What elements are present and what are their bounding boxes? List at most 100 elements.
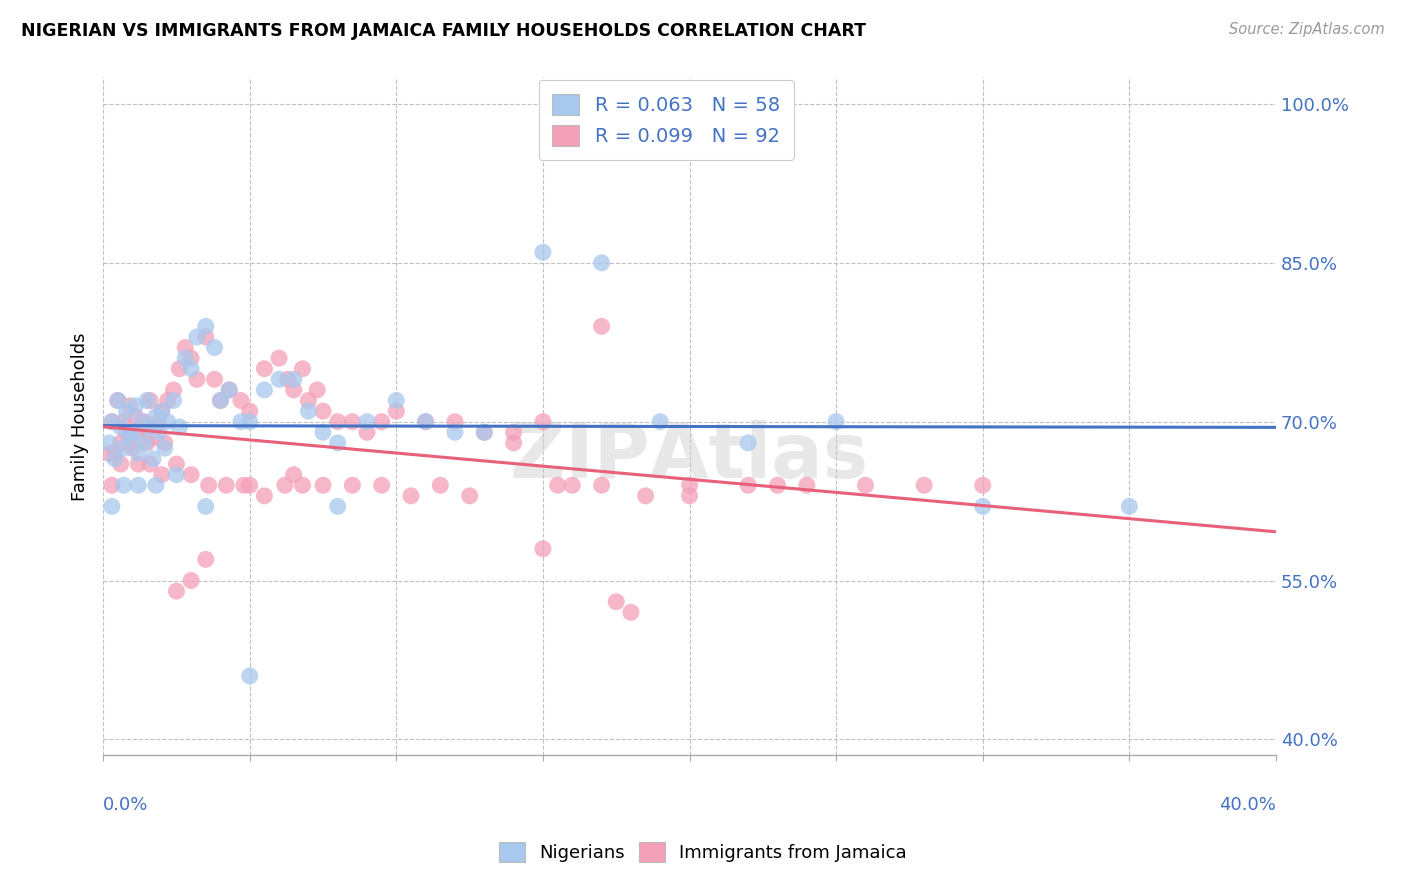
Point	[385, 404, 408, 418]
Point	[101, 415, 124, 429]
Point	[678, 489, 700, 503]
Point	[98, 435, 121, 450]
Text: NIGERIAN VS IMMIGRANTS FROM JAMAICA FAMILY HOUSEHOLDS CORRELATION CHART: NIGERIAN VS IMMIGRANTS FROM JAMAICA FAMI…	[21, 22, 866, 40]
Point	[169, 420, 191, 434]
Text: Source: ZipAtlas.com: Source: ZipAtlas.com	[1229, 22, 1385, 37]
Point	[531, 245, 554, 260]
Point	[502, 435, 524, 450]
Point	[502, 425, 524, 440]
Point	[356, 415, 378, 429]
Point	[253, 361, 276, 376]
Point	[312, 404, 335, 418]
Point	[253, 489, 276, 503]
Point	[239, 404, 262, 418]
Point	[150, 467, 173, 482]
Point	[591, 319, 613, 334]
Point	[174, 341, 197, 355]
Point	[356, 425, 378, 440]
Point	[136, 435, 159, 450]
Point	[127, 446, 149, 460]
Point	[591, 478, 613, 492]
Point	[472, 425, 495, 440]
Point	[229, 393, 252, 408]
Point	[370, 478, 392, 492]
Point	[561, 478, 583, 492]
Point	[472, 425, 495, 440]
Point	[429, 478, 451, 492]
Point	[165, 584, 187, 599]
Point	[605, 595, 627, 609]
Point	[148, 415, 170, 429]
Point	[444, 415, 467, 429]
Point	[107, 393, 129, 408]
Point	[118, 431, 141, 445]
Point	[239, 478, 262, 492]
Point	[415, 415, 437, 429]
Point	[107, 393, 129, 408]
Point	[129, 415, 152, 429]
Point	[267, 351, 290, 365]
Point	[342, 478, 364, 492]
Point	[218, 383, 240, 397]
Point	[253, 383, 276, 397]
Legend: Nigerians, Immigrants from Jamaica: Nigerians, Immigrants from Jamaica	[492, 835, 914, 870]
Point	[169, 361, 191, 376]
Point	[531, 415, 554, 429]
Point	[194, 500, 217, 514]
Point	[591, 256, 613, 270]
Point	[145, 409, 167, 424]
Point	[115, 425, 138, 440]
Point	[153, 441, 176, 455]
Point	[283, 383, 305, 397]
Point	[620, 605, 643, 619]
Point	[1118, 500, 1140, 514]
Legend: R = 0.063   N = 58, R = 0.099   N = 92: R = 0.063 N = 58, R = 0.099 N = 92	[538, 80, 793, 160]
Point	[150, 404, 173, 418]
Point	[134, 415, 156, 429]
Point	[180, 361, 202, 376]
Text: 40.0%: 40.0%	[1219, 796, 1277, 814]
Point	[118, 435, 141, 450]
Point	[165, 467, 187, 482]
Point	[127, 425, 149, 440]
Point	[124, 409, 146, 424]
Point	[283, 372, 305, 386]
Point	[98, 446, 121, 460]
Point	[156, 393, 179, 408]
Point	[204, 372, 226, 386]
Point	[180, 467, 202, 482]
Point	[186, 372, 208, 386]
Point	[283, 467, 305, 482]
Point	[110, 420, 132, 434]
Point	[180, 351, 202, 365]
Point	[215, 478, 238, 492]
Point	[326, 415, 349, 429]
Point	[415, 415, 437, 429]
Point	[174, 351, 197, 365]
Point	[399, 489, 422, 503]
Point	[194, 319, 217, 334]
Point	[112, 478, 135, 492]
Point	[127, 478, 149, 492]
Point	[127, 457, 149, 471]
Point	[118, 399, 141, 413]
Point	[342, 415, 364, 429]
Point	[766, 478, 789, 492]
Point	[101, 478, 124, 492]
Point	[124, 399, 146, 413]
Point	[112, 415, 135, 429]
Point	[209, 393, 232, 408]
Point	[153, 435, 176, 450]
Point	[312, 425, 335, 440]
Text: 0.0%: 0.0%	[103, 796, 149, 814]
Point	[737, 478, 759, 492]
Point	[148, 425, 170, 440]
Point	[110, 435, 132, 450]
Point	[101, 415, 124, 429]
Point	[855, 478, 877, 492]
Point	[194, 552, 217, 566]
Point	[142, 431, 165, 445]
Point	[110, 457, 132, 471]
Point	[145, 478, 167, 492]
Point	[912, 478, 935, 492]
